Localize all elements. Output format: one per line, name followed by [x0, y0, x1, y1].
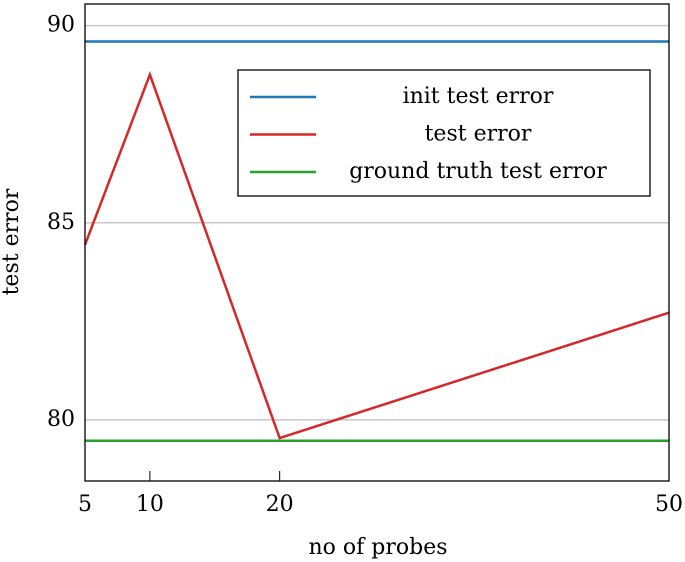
y-axis-label: test error — [0, 188, 24, 295]
x-tick-label: 10 — [136, 492, 164, 517]
legend-box — [237, 69, 651, 197]
x-tick-label: 5 — [78, 492, 92, 517]
y-tick-label: 80 — [47, 407, 75, 432]
x-tick-label: 50 — [655, 492, 683, 517]
series-line — [83, 70, 670, 440]
legend-label: test error — [425, 122, 532, 147]
plot-frame — [84, 3, 670, 482]
x-axis-label: no of probes — [308, 535, 447, 560]
legend-label: init test error — [403, 84, 554, 109]
y-tick-label: 90 — [47, 13, 75, 38]
y-tick-label: 85 — [47, 210, 75, 235]
x-tick-label: 20 — [266, 492, 294, 517]
legend-label: ground truth test error — [349, 159, 607, 184]
